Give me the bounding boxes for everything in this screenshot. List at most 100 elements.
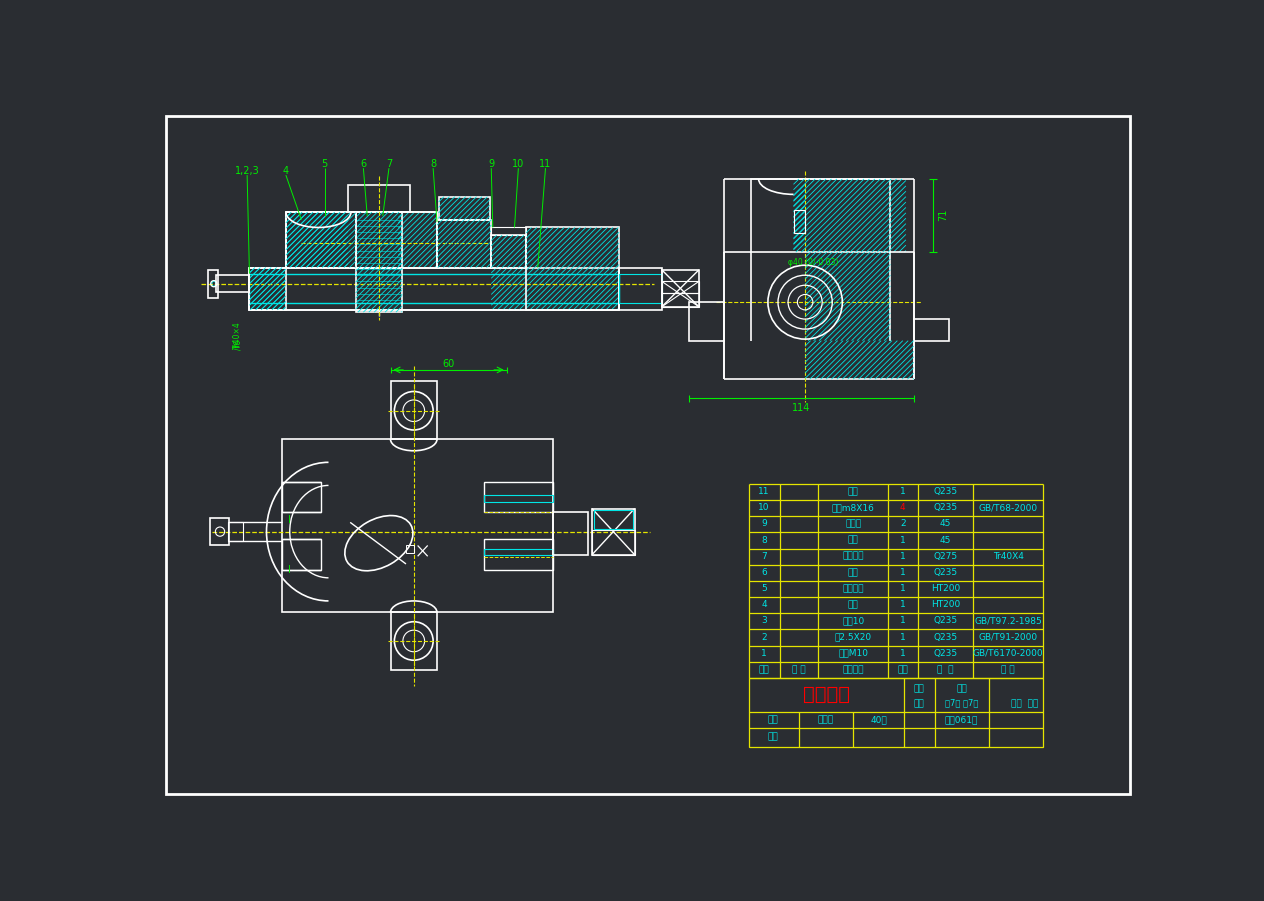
Text: 备 注: 备 注 — [1001, 665, 1015, 674]
Text: I: I — [288, 515, 291, 525]
Text: 2: 2 — [761, 633, 767, 642]
Bar — [348, 185, 410, 212]
Bar — [526, 227, 619, 310]
Text: 3: 3 — [761, 616, 767, 625]
Text: GB/T68-2000: GB/T68-2000 — [978, 504, 1038, 513]
Text: GB/T91-2000: GB/T91-2000 — [978, 633, 1038, 642]
Bar — [228, 523, 243, 541]
Text: 吴强  董强: 吴强 董强 — [1011, 699, 1038, 708]
Text: HT200: HT200 — [930, 600, 961, 609]
Bar — [492, 227, 526, 235]
Text: 45: 45 — [939, 519, 951, 528]
Bar — [484, 550, 554, 556]
Text: 114: 114 — [793, 404, 810, 414]
Text: 8: 8 — [430, 159, 436, 169]
Text: 1: 1 — [900, 633, 905, 642]
Text: 45: 45 — [939, 535, 951, 544]
Bar — [249, 274, 619, 303]
Text: 活动钳块: 活动钳块 — [842, 584, 863, 593]
Text: Q235: Q235 — [933, 504, 957, 513]
Text: 1: 1 — [900, 487, 905, 496]
Bar — [209, 269, 219, 297]
Text: 方块螺母: 方块螺母 — [842, 551, 863, 560]
Text: Q235: Q235 — [933, 649, 957, 658]
Text: 审核: 审核 — [769, 733, 779, 742]
Text: Q235: Q235 — [933, 568, 957, 577]
Bar — [484, 496, 554, 502]
Bar — [210, 518, 229, 545]
Text: 10: 10 — [758, 504, 770, 513]
Bar — [484, 540, 554, 570]
Bar — [406, 545, 413, 553]
Text: 1: 1 — [761, 649, 767, 658]
Text: 5: 5 — [321, 159, 327, 169]
Text: 8: 8 — [761, 535, 767, 544]
Text: 1: 1 — [900, 568, 905, 577]
Text: /f6: /f6 — [234, 341, 243, 350]
Bar — [751, 179, 890, 252]
Bar — [619, 274, 662, 303]
Text: 数量: 数量 — [897, 665, 908, 674]
Bar — [554, 513, 588, 555]
Bar — [662, 293, 699, 306]
Text: 序号: 序号 — [758, 665, 770, 674]
Bar — [662, 269, 699, 306]
Text: 共7张 第7张: 共7张 第7张 — [945, 699, 978, 708]
Bar — [286, 212, 437, 268]
Bar — [286, 212, 355, 268]
Text: 1,2,3: 1,2,3 — [235, 167, 259, 177]
Text: 4: 4 — [761, 600, 767, 609]
Text: 王军棒: 王军棒 — [818, 715, 834, 724]
Bar — [216, 275, 249, 292]
Text: 制图: 制图 — [769, 715, 779, 724]
Text: 螺钉m8X16: 螺钉m8X16 — [832, 504, 875, 513]
Text: Q235: Q235 — [933, 616, 957, 625]
Bar — [662, 281, 699, 293]
Text: 6: 6 — [360, 159, 367, 169]
Bar — [249, 268, 619, 310]
Text: 2: 2 — [900, 519, 905, 528]
Text: 销座: 销座 — [848, 600, 858, 609]
Text: 10: 10 — [512, 159, 525, 169]
Text: 1: 1 — [900, 535, 905, 544]
Bar — [914, 319, 948, 341]
Text: φ40 (0/-0.03): φ40 (0/-0.03) — [787, 258, 838, 267]
Text: Q235: Q235 — [933, 633, 957, 642]
Text: 代 号: 代 号 — [793, 665, 805, 674]
Bar — [282, 439, 554, 613]
Bar — [391, 613, 437, 670]
Bar — [249, 268, 286, 310]
Bar — [592, 530, 635, 555]
Bar — [391, 381, 437, 439]
Text: 4: 4 — [900, 504, 905, 513]
Text: 机用虎钳: 机用虎钳 — [803, 686, 849, 705]
Text: Tr40×4: Tr40×4 — [234, 322, 243, 350]
Text: 螺钉: 螺钉 — [848, 568, 858, 577]
Text: 螺母M10: 螺母M10 — [838, 649, 868, 658]
Text: Tr40X4: Tr40X4 — [992, 551, 1024, 560]
Text: 40号: 40号 — [871, 715, 887, 724]
Bar — [282, 540, 321, 570]
Text: 材料061班: 材料061班 — [945, 715, 978, 724]
Text: 1: 1 — [900, 649, 905, 658]
Text: 60: 60 — [442, 359, 455, 369]
Text: Q235: Q235 — [933, 487, 957, 496]
Text: 71: 71 — [938, 209, 948, 222]
Text: 材  料: 材 料 — [937, 665, 953, 674]
Text: Q275: Q275 — [933, 551, 957, 560]
Text: GB/T97.2-1985: GB/T97.2-1985 — [975, 616, 1042, 625]
Text: 9: 9 — [761, 519, 767, 528]
Text: 5: 5 — [761, 584, 767, 593]
Text: 垫圈10: 垫圈10 — [842, 616, 865, 625]
Bar — [355, 212, 402, 312]
Text: 9: 9 — [488, 159, 494, 169]
Text: 比例: 比例 — [957, 684, 967, 693]
Text: 11: 11 — [540, 159, 551, 169]
Text: 7: 7 — [386, 159, 392, 169]
Text: 7: 7 — [761, 551, 767, 560]
Text: 材料: 材料 — [914, 684, 924, 693]
Text: 护口板: 护口板 — [846, 519, 861, 528]
Text: 1: 1 — [900, 616, 905, 625]
Text: 零件名称: 零件名称 — [842, 665, 863, 674]
Bar — [492, 235, 526, 268]
